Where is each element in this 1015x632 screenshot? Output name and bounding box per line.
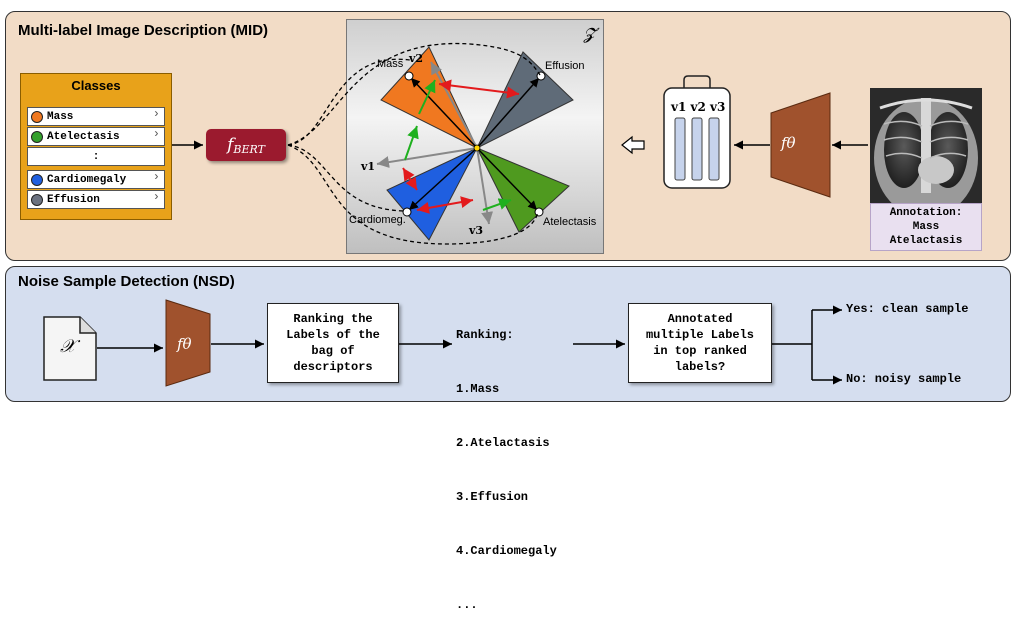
annotation-title: Annotation: bbox=[889, 207, 963, 219]
bag-of-descriptors-icon bbox=[663, 75, 731, 189]
mid-encoder-shape bbox=[770, 92, 831, 198]
green-arrow-1 bbox=[404, 125, 419, 161]
mass-prototype bbox=[404, 71, 414, 81]
bag-vector-labels: v1 v2 v3 bbox=[671, 100, 726, 114]
chevron-right-icon: › bbox=[152, 190, 160, 204]
v2-label: v2 bbox=[409, 52, 424, 65]
class-item-mass[interactable]: Mass › bbox=[27, 107, 165, 126]
yes-clean-label: Yes: clean sample bbox=[846, 302, 969, 316]
class-label: Mass bbox=[47, 110, 74, 123]
atelectasis-cone bbox=[475, 147, 570, 233]
chevron-right-icon: › bbox=[152, 127, 160, 141]
chevron-right-icon: › bbox=[152, 107, 160, 121]
classes-box: Classes Mass › Atelectasis › : Cardiomeg… bbox=[20, 73, 172, 220]
effusion-cone-label: Effusion bbox=[545, 60, 585, 72]
mid-title: Multi-label Image Description (MID) bbox=[18, 22, 269, 39]
effusion-prototype-vector bbox=[476, 77, 540, 149]
chest-xray-image bbox=[870, 88, 982, 203]
cardiomegaly-dot-icon bbox=[31, 173, 43, 186]
green-arrow-2 bbox=[418, 79, 436, 115]
ranking-item: 2.Atelactasis bbox=[456, 436, 550, 450]
class-item-effusion[interactable]: Effusion › bbox=[27, 190, 165, 209]
class-label: Cardiomegaly bbox=[47, 173, 127, 186]
ranking-item: 4.Cardiomegaly bbox=[456, 544, 557, 558]
cardiomegaly-cone-label: Cardiomeg. bbox=[349, 214, 406, 226]
class-ellipsis: : bbox=[92, 150, 100, 163]
nsd-encoder-label: fθ bbox=[177, 335, 192, 353]
ranking-list: Ranking: 1.Mass 2.Atelactasis 3.Effusion… bbox=[456, 290, 557, 632]
v1-vector bbox=[376, 147, 478, 169]
class-label: Atelectasis bbox=[47, 130, 120, 143]
annotation-label: Atelactasis bbox=[889, 235, 963, 247]
question-box: Annotated multiple Labels in top ranked … bbox=[628, 303, 772, 383]
red-arrow-v1-cardio bbox=[402, 167, 418, 191]
class-item-ellipsis: : bbox=[27, 147, 165, 166]
effusion-cone bbox=[475, 51, 574, 150]
ranking-header: Ranking: bbox=[456, 328, 514, 342]
mid-encoder-label: fθ bbox=[781, 134, 796, 152]
mid-connectors bbox=[172, 42, 868, 245]
cardiomegaly-prototype bbox=[402, 207, 412, 217]
v3-label: v3 bbox=[469, 224, 484, 237]
v1-label: v1 bbox=[361, 160, 376, 173]
nsd-encoder-shape bbox=[165, 299, 211, 387]
input-document-icon bbox=[43, 316, 97, 381]
hollow-arrow-icon bbox=[621, 135, 645, 155]
mass-prototype-vector bbox=[410, 77, 478, 149]
bert-encoder: f BERT bbox=[206, 129, 286, 161]
nsd-connectors bbox=[43, 299, 842, 387]
atelectasis-prototype bbox=[534, 207, 544, 217]
input-symbol: 𝒳 bbox=[60, 336, 76, 357]
class-item-atelectasis[interactable]: Atelectasis › bbox=[27, 127, 165, 146]
annotation-label: Mass bbox=[912, 221, 940, 233]
no-noisy-label: No: noisy sample bbox=[846, 372, 962, 386]
embedding-diagram bbox=[376, 46, 574, 241]
ranking-item: 3.Effusion bbox=[456, 490, 529, 504]
v2-vector bbox=[430, 61, 478, 149]
ranking-item: 1.Mass bbox=[456, 382, 500, 396]
ranking-item: ... bbox=[456, 598, 478, 612]
classes-header: Classes bbox=[71, 78, 121, 93]
ranking-labels-box: Ranking the Labels of the bag of descrip… bbox=[267, 303, 399, 383]
class-item-cardiomegaly[interactable]: Cardiomegaly › bbox=[27, 170, 165, 189]
nsd-title: Noise Sample Detection (NSD) bbox=[18, 273, 235, 290]
red-arrow-mass-effusion bbox=[438, 79, 520, 99]
atelectasis-dot-icon bbox=[31, 130, 43, 143]
origin-point bbox=[473, 144, 481, 152]
annotation-box: Annotation: Mass Atelactasis bbox=[870, 203, 982, 251]
class-label: Effusion bbox=[47, 193, 100, 206]
atelectasis-prototype-vector bbox=[476, 147, 538, 211]
effusion-dot-icon bbox=[31, 193, 43, 206]
space-symbol: 𝓩 bbox=[583, 24, 595, 43]
v3-vector bbox=[476, 147, 494, 225]
atelectasis-cone-label: Atelectasis bbox=[543, 216, 597, 228]
bert-subscript: BERT bbox=[233, 142, 265, 156]
mass-dot-icon bbox=[31, 110, 43, 123]
green-arrow-3 bbox=[482, 198, 512, 211]
red-arrow-cardio-atel bbox=[416, 196, 474, 214]
chevron-right-icon: › bbox=[152, 170, 160, 184]
